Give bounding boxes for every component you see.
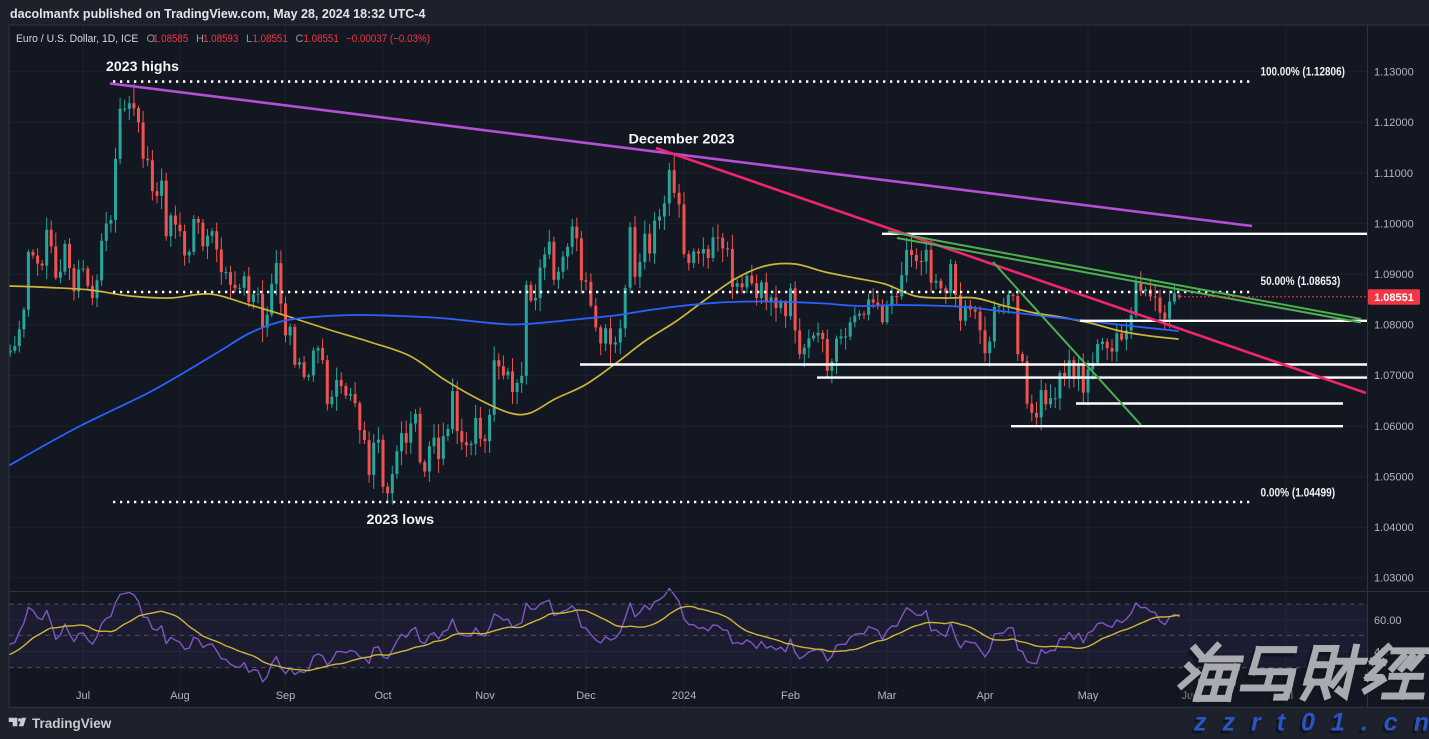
svg-text:zzrt01.cn: zzrt01.cn: [1193, 709, 1429, 737]
svg-text:1.07000: 1.07000: [1374, 370, 1414, 382]
svg-text:1.04000: 1.04000: [1374, 522, 1414, 534]
svg-text:dacolmanfx published on Tradin: dacolmanfx published on TradingView.com,…: [10, 7, 425, 21]
svg-text:C: C: [296, 33, 304, 45]
svg-text:Mar: Mar: [878, 690, 897, 702]
svg-text:Aug: Aug: [170, 690, 190, 702]
svg-text:Apr: Apr: [976, 690, 993, 702]
svg-text:zzrt01.cn: zzrt01.cn: [1191, 712, 1429, 739]
svg-text:1.12000: 1.12000: [1374, 117, 1414, 129]
svg-text:50.00% (1.08653): 50.00% (1.08653): [1261, 276, 1341, 288]
svg-text:Feb: Feb: [781, 690, 800, 702]
svg-text:−0.00037 (−0.03%): −0.00037 (−0.03%): [346, 33, 430, 45]
svg-text:1.08551: 1.08551: [253, 33, 288, 45]
svg-text:1.09000: 1.09000: [1374, 269, 1414, 281]
svg-text:1.03000: 1.03000: [1374, 573, 1414, 585]
svg-text:December 2023: December 2023: [629, 132, 736, 147]
svg-text:2023 highs: 2023 highs: [106, 59, 179, 74]
svg-text:60.00: 60.00: [1374, 615, 1402, 627]
svg-text:O: O: [147, 33, 156, 45]
svg-text:1.10000: 1.10000: [1374, 218, 1414, 230]
svg-text:TradingView: TradingView: [32, 716, 112, 731]
svg-text:1.08551: 1.08551: [304, 33, 339, 45]
svg-text:1.08593: 1.08593: [203, 33, 238, 45]
svg-text:1.08000: 1.08000: [1374, 320, 1414, 332]
svg-text:H: H: [196, 33, 204, 45]
svg-text:Nov: Nov: [475, 690, 495, 702]
svg-text:May: May: [1078, 690, 1099, 702]
svg-text:Oct: Oct: [374, 690, 391, 702]
svg-text:0.00% (1.04499): 0.00% (1.04499): [1261, 488, 1336, 500]
svg-text:1.06000: 1.06000: [1374, 421, 1414, 433]
svg-text:1.05000: 1.05000: [1374, 471, 1414, 483]
svg-text:Dec: Dec: [576, 690, 596, 702]
svg-text:1.11000: 1.11000: [1374, 168, 1413, 180]
svg-text:100.00% (1.12806): 100.00% (1.12806): [1261, 67, 1346, 79]
svg-text:Jul: Jul: [76, 690, 90, 702]
svg-text:L: L: [246, 33, 252, 45]
svg-text:1.08551: 1.08551: [1374, 292, 1414, 304]
svg-text:Sep: Sep: [276, 690, 296, 702]
svg-text:1.13000: 1.13000: [1374, 67, 1414, 79]
svg-text:2023 lows: 2023 lows: [367, 512, 435, 527]
svg-text:2024: 2024: [672, 690, 696, 702]
svg-text:Euro / U.S. Dollar, 1D, ICE: Euro / U.S. Dollar, 1D, ICE: [16, 33, 138, 45]
svg-text:1.08585: 1.08585: [153, 33, 188, 45]
